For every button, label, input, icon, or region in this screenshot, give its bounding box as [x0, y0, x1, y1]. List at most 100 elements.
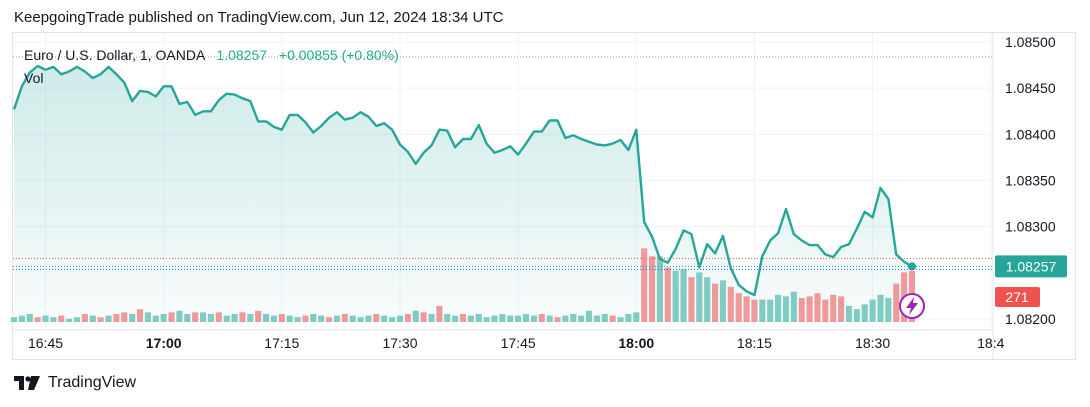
volume-bar [381, 315, 388, 322]
symbol-title: Euro / U.S. Dollar, 1, OANDA [24, 47, 205, 63]
x-tick-label: 17:15 [264, 335, 299, 351]
volume-bar [499, 314, 506, 322]
volume-bar [507, 315, 514, 322]
lightning-icon[interactable] [899, 293, 925, 319]
volume-bar [215, 312, 222, 322]
chart-legend: Euro / U.S. Dollar, 1, OANDA 1.08257 +0.… [24, 47, 399, 63]
volume-bar [735, 293, 742, 322]
volume-bar [893, 283, 900, 322]
x-tick-label: 18:4 [977, 335, 1004, 351]
volume-bar [570, 314, 577, 322]
volume-bar [270, 315, 278, 322]
volume-bar [444, 314, 451, 322]
volume-bar [688, 277, 695, 322]
volume-bar [664, 267, 671, 322]
y-tick-label: 1.08400 [1005, 126, 1056, 142]
volume-bar [554, 317, 561, 322]
volume-bar [34, 317, 41, 322]
x-tick-label: 18:00 [618, 335, 654, 351]
price-change: +0.00855 (+0.80%) [278, 47, 399, 63]
last-volume-label-bg [995, 287, 1040, 307]
x-tick-label: 16:45 [28, 335, 63, 351]
volume-bar [617, 317, 624, 322]
volume-bar [89, 315, 96, 322]
volume-bar [239, 312, 246, 322]
volume-bar [223, 315, 230, 322]
volume-bar [885, 298, 892, 322]
x-tick-label: 18:30 [855, 335, 890, 351]
volume-bar [412, 310, 419, 322]
volume-bar [389, 317, 396, 322]
volume-bar [633, 312, 640, 322]
volume-bar [113, 314, 120, 322]
volume-bar [830, 294, 837, 322]
volume-bar [743, 296, 750, 322]
volume-bar [452, 315, 459, 322]
volume-bar [121, 312, 128, 322]
y-tick-label: 1.08500 [1005, 34, 1056, 50]
volume-bar [144, 312, 151, 322]
last-price-label-bg [995, 255, 1067, 278]
volume-bar [798, 298, 805, 322]
volume-bar [459, 314, 467, 322]
volume-bar [672, 270, 679, 322]
x-tick-label: 18:15 [737, 335, 772, 351]
volume-bar [790, 291, 797, 322]
volume-bar [727, 286, 734, 322]
volume-bar [247, 314, 254, 322]
volume-bar [136, 309, 144, 322]
volume-bar [845, 306, 853, 322]
volume-bar [50, 317, 57, 322]
volume-bar [310, 314, 317, 322]
volume-bar [538, 314, 545, 322]
tradingview-logo-icon [14, 376, 40, 390]
volume-bar [601, 314, 608, 322]
y-tick-label: 1.08350 [1005, 173, 1056, 189]
volume-bar [759, 299, 766, 322]
volume-bar [286, 315, 293, 322]
volume-bar [609, 315, 616, 322]
volume-bar [775, 294, 782, 322]
volume-bar [81, 314, 88, 322]
volume-bar [255, 310, 262, 322]
volume-bar [861, 304, 868, 322]
price-line [12, 64, 913, 297]
volume-bar [66, 318, 73, 322]
volume-bar [869, 299, 876, 322]
published-info: KeepgoingTrade published on TradingView.… [14, 9, 504, 26]
volume-bar [152, 315, 159, 322]
volume-bar [483, 317, 490, 322]
volume-bar [641, 248, 648, 322]
last-price-label: 1.08257 [1006, 258, 1057, 274]
volume-bar [326, 317, 333, 322]
y-tick-label: 1.08300 [1005, 219, 1056, 235]
volume-bar [176, 310, 183, 322]
chart-frame [12, 32, 1076, 360]
volume-bar [357, 317, 364, 322]
last-price-dot [908, 262, 916, 271]
volume-indicator-label: Vol [24, 70, 44, 86]
volume-bar [475, 314, 482, 322]
volume-bar [73, 317, 81, 322]
volume-bar [530, 315, 537, 322]
volume-bar [333, 315, 341, 322]
volume-bar [10, 317, 18, 322]
volume-bar [231, 314, 238, 322]
footer-logo[interactable]: TradingView [14, 374, 136, 392]
volume-bar [436, 306, 443, 322]
volume-bar [822, 299, 829, 322]
volume-bar [373, 314, 380, 322]
volume-bar [129, 314, 136, 322]
volume-bar [105, 315, 112, 322]
volume-bar [585, 310, 593, 322]
volume-bar [168, 312, 175, 322]
volume-bar [782, 296, 790, 322]
x-tick-label: 17:00 [146, 335, 182, 351]
volume-bar [349, 315, 356, 322]
volume-bar [767, 299, 774, 322]
volume-bar [491, 315, 498, 322]
volume-bar [160, 314, 167, 322]
tradingview-brand: TradingView [48, 374, 137, 391]
volume-bar [751, 299, 758, 322]
